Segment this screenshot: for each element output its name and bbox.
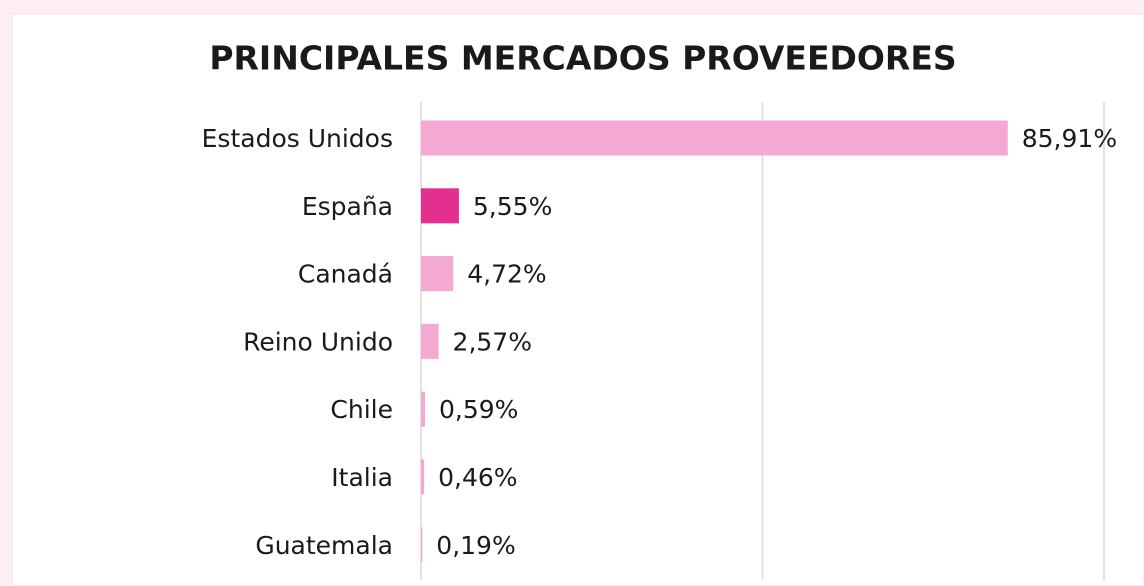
chart-title: PRINCIPALES MERCADOS PROVEEDORES: [209, 39, 956, 78]
value-label: 85,91%: [1022, 124, 1117, 153]
value-label: 0,46%: [438, 463, 517, 492]
value-label: 0,59%: [439, 395, 518, 424]
y-tick-label: España: [302, 192, 393, 221]
card: [11, 13, 1144, 586]
value-label: 4,72%: [467, 260, 546, 289]
bar: [421, 459, 425, 495]
y-tick-label: Estados Unidos: [202, 124, 393, 153]
y-tick-label: Reino Unido: [243, 327, 393, 356]
bar: [421, 391, 426, 427]
value-label: 2,57%: [453, 327, 532, 356]
bar: [421, 527, 423, 563]
y-tick-label: Chile: [330, 395, 393, 424]
y-tick-label: Italia: [331, 463, 393, 492]
bar: [421, 188, 459, 224]
y-tick-label: Guatemala: [255, 531, 393, 560]
bar: [421, 120, 1008, 156]
bar: [421, 323, 439, 359]
y-tick-label: Canadá: [298, 260, 393, 289]
value-label: 5,55%: [473, 192, 552, 221]
value-label: 0,19%: [436, 531, 515, 560]
bar: [421, 256, 454, 292]
